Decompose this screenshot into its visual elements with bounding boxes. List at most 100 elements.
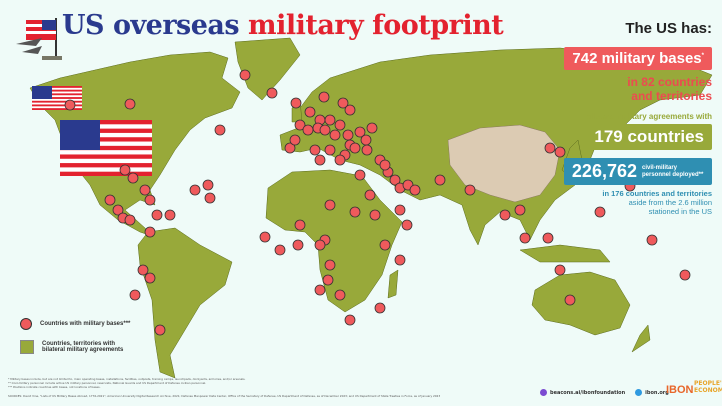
summary-panel: The US has: 742 military bases* in 82 co… (563, 20, 712, 216)
bases-footnote-mark: * (701, 53, 704, 59)
base-marker (164, 209, 176, 221)
base-marker (334, 119, 346, 131)
base-marker (284, 142, 296, 154)
base-marker (401, 219, 413, 231)
base-marker (139, 184, 151, 196)
site-link[interactable]: ibon.org (635, 389, 669, 396)
australia (531, 271, 631, 336)
beacons-icon (540, 389, 547, 396)
base-marker (290, 97, 302, 109)
beacons-link-text[interactable]: beacons.ai/ibonfoundation (550, 390, 626, 396)
legend-bases: Countries with military bases*** (20, 318, 132, 330)
agreements-badge: 179 countries (586, 124, 712, 150)
base-marker (302, 124, 314, 136)
footnote-2: ** Civil-military personnel include acti… (8, 381, 207, 385)
base-marker (337, 97, 349, 109)
base-marker (542, 232, 554, 244)
beacons-link[interactable]: beacons.ai/ibonfoundation (540, 389, 625, 396)
base-marker (361, 144, 373, 156)
base-marker (112, 204, 124, 216)
flag-planes-logo (12, 14, 62, 60)
base-marker (364, 189, 376, 201)
base-marker (204, 192, 216, 204)
base-marker (342, 129, 354, 141)
base-marker (124, 214, 136, 226)
base-marker (129, 289, 141, 301)
base-marker (294, 119, 306, 131)
deployment-line-2: aside from the 2.6 million (628, 198, 712, 207)
legend-bases-label: Countries with military bases*** (40, 321, 131, 327)
title-part-1: US overseas (62, 10, 240, 41)
base-marker (334, 154, 346, 166)
base-marker (514, 204, 526, 216)
personnel-badge: 226,762 civil-military personnel deployed… (563, 158, 712, 185)
base-marker (374, 302, 386, 314)
legend: Countries with military bases*** Countri… (20, 318, 132, 364)
base-marker (379, 239, 391, 251)
base-marker (394, 254, 406, 266)
agreements-prefix: bilateral military agreements with (585, 112, 712, 121)
base-marker (366, 122, 378, 134)
base-marker (294, 219, 306, 231)
base-marker (144, 194, 156, 206)
new-zealand (631, 324, 651, 353)
base-marker (544, 142, 556, 154)
countries-line-2: and territories (631, 89, 712, 103)
base-marker (464, 184, 476, 196)
base-marker (679, 269, 691, 281)
base-marker (324, 144, 336, 156)
base-marker (434, 174, 446, 186)
base-marker (137, 264, 149, 276)
base-marker (319, 124, 331, 136)
bases-count: 742 military bases (572, 50, 702, 67)
deployment-line-1: in 176 countries and territories (602, 189, 712, 198)
legend-agreements-label: Countries, territories with bilateral mi… (42, 341, 124, 353)
deployment-line-3: stationed in the US (648, 207, 712, 216)
base-marker (151, 209, 163, 221)
base-marker (314, 154, 326, 166)
footnote-1: * Military bases include, but are not li… (8, 377, 246, 381)
base-marker (360, 134, 372, 146)
base-marker (144, 226, 156, 238)
base-marker (394, 204, 406, 216)
base-marker (409, 184, 421, 196)
base-marker (344, 104, 356, 116)
ibon-logo: IBON (666, 384, 694, 396)
base-marker (324, 199, 336, 211)
africa (265, 169, 403, 313)
base-marker (124, 98, 136, 110)
madagascar (387, 269, 399, 299)
personnel-label: civil-military personnel deployed** (642, 164, 704, 178)
base-marker (354, 126, 366, 138)
base-marker (314, 239, 326, 251)
base-marker (554, 264, 566, 276)
olive-square-icon (20, 340, 34, 354)
base-marker (292, 239, 304, 251)
footnotes: * Military bases include, but are not li… (8, 377, 278, 389)
base-marker (154, 324, 166, 336)
base-marker (329, 129, 341, 141)
title-part-2: military footprint (248, 10, 504, 41)
peoples-economics-logo: PEOPLE'S ECONOMICS (694, 380, 722, 394)
china (447, 124, 561, 203)
footnote-3: *** Positions indicate countries with ba… (8, 385, 101, 389)
base-marker (144, 272, 156, 284)
base-marker (64, 99, 76, 111)
base-marker (314, 284, 326, 296)
base-marker (266, 87, 278, 99)
base-marker (349, 142, 361, 154)
site-link-text[interactable]: ibon.org (645, 390, 669, 396)
base-marker (309, 144, 321, 156)
base-marker (318, 91, 330, 103)
base-marker (344, 314, 356, 326)
base-marker (119, 164, 131, 176)
base-marker (324, 259, 336, 271)
se-asia-islands (519, 244, 611, 263)
base-marker (304, 106, 316, 118)
summary-heading: The US has: (625, 20, 712, 37)
sources: SOURCES: David Vine, "Lists of US Milita… (8, 394, 441, 398)
base-marker (564, 294, 576, 306)
base-marker (349, 206, 361, 218)
bases-countries: in 82 countries and territories (564, 75, 712, 103)
